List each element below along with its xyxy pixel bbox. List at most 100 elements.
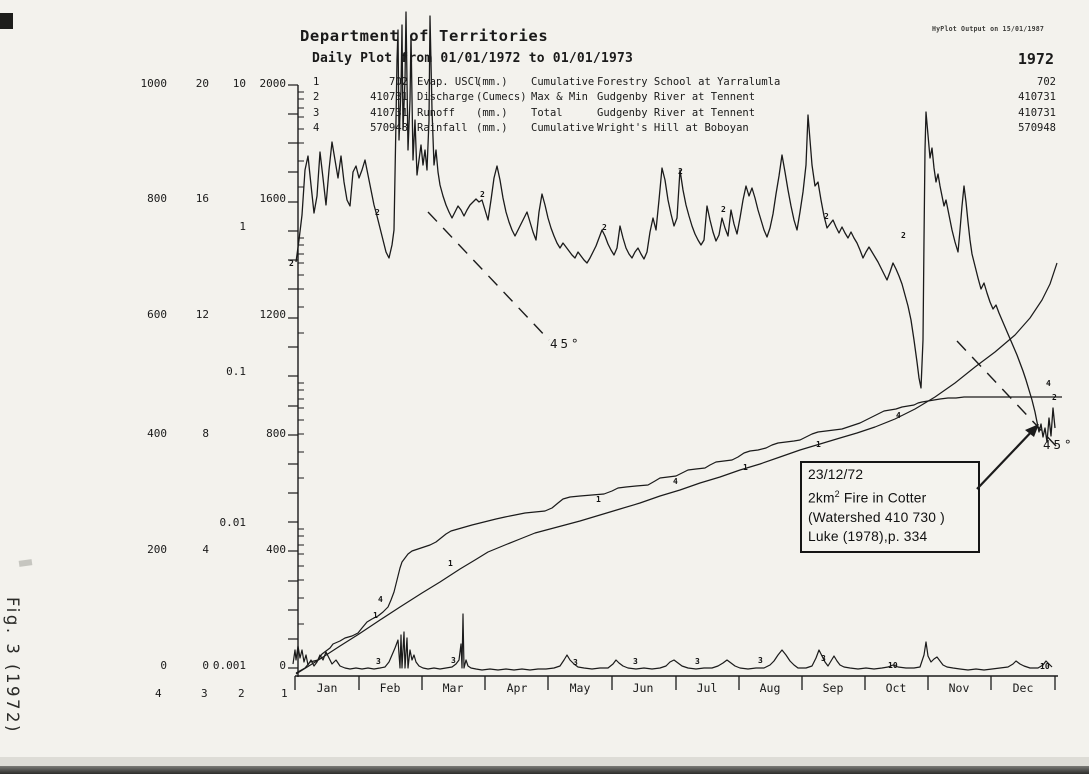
fire-annotation-box: 23/12/72 2km2 Fire in Cotter (Watershed … [800,461,980,553]
month-label-nov: Nov [948,681,970,695]
scan-artifact-smudge [18,559,33,567]
month-label-aug: Aug [759,681,781,695]
y-tick-label-rainfall-mm-scale: 0 [279,659,286,672]
hyplot-output-stamp: HyPlot Output on 15/01/1987 [932,25,1045,33]
month-label-jun: Jun [632,681,654,695]
month-label-may: May [569,681,591,695]
curve-marker-3: 3 [633,657,638,666]
y-tick-label-evap-mm-scale: 400 [147,427,167,440]
curve-marker-2: 2 [375,208,380,217]
scale-index-label: 4 [155,687,162,700]
scale-index-label: 2 [238,687,245,700]
y-tick-label-rainfall-mm-scale: 800 [266,427,286,440]
curve-marker-2: 2 [721,205,726,214]
legend-cell-station: 410731 [370,91,408,104]
curve-marker-2: 2 [602,223,607,232]
curve-marker-2: 2 [901,231,906,240]
y-tick-label-discharge-cumecs-log-scale: 0.01 [219,516,247,529]
series-legend: 1 702 Evap. USCl (mm.) Cumulative Forestry Sc… [300,76,1000,138]
legend-cell-station: 702 [389,76,408,88]
legend-cell-unit: (mm.) [476,106,508,119]
curve-marker-3: 3 [451,656,456,665]
curve-marker-1: 1 [373,611,378,620]
month-label-sep: Sep [822,681,844,695]
month-label-dec: Dec [1012,681,1034,695]
legend-cell-param: Evap. USCl [417,76,481,88]
trace-series-3 [292,613,1053,671]
curve-marker-3: 3 [695,657,700,666]
angle-45-label: 45° [1043,437,1075,452]
fire-annotation-date: 23/12/72 [808,467,864,482]
legend-cell-idx: 4 [313,122,320,135]
month-label-apr: Apr [506,681,528,695]
curve-marker-4: 4 [896,411,901,420]
y-tick-label-runoff-mm-scale: 12 [195,308,209,321]
curve-marker-1: 1 [743,463,748,472]
curve-marker-3: 3 [376,657,381,666]
curve-marker-2: 2 [480,190,485,199]
angle-45-label: 45° [550,336,582,351]
y-tick-label-rainfall-mm-scale: 2000 [259,77,287,90]
legend-station-number: 410731 [1018,91,1056,104]
legend-cell-idx: 1 [313,76,320,88]
y-tick-label-rainfall-mm-scale: 1200 [259,308,287,321]
curve-marker-10: 10 [1040,662,1050,671]
legend-station-number: 702 [1037,76,1056,88]
figure-caption: Fig. 3 (1972) [3,597,22,734]
legend-cell-unit: (mm.) [476,76,508,88]
legend-cell-stat: Cumulative [531,122,595,135]
legend-cell-unit: (mm.) [476,122,508,135]
fire-annotation-watershed: (Watershed 410 730 ) [808,509,945,525]
curve-marker-1: 1 [448,559,453,568]
curve-marker-4: 4 [378,595,383,604]
curve-marker-2: 2 [1052,393,1057,402]
legend-station-number: 570948 [1018,122,1056,135]
legend-row: 1 702 Evap. USCl (mm.) Cumulative Forestry Sc… [300,76,1000,91]
y-tick-label-runoff-mm-scale: 4 [202,543,209,556]
month-label-oct: Oct [885,681,907,695]
legend-cell-station: 410731 [370,106,408,119]
dashed-45-line [427,211,550,341]
y-tick-label-discharge-cumecs-log-scale: 1 [239,220,246,233]
legend-cell-idx: 3 [313,106,320,119]
curve-marker-4: 4 [673,477,678,486]
scan-edge-dark-band [0,766,1089,774]
legend-cell-param: Rainfall [417,122,468,135]
legend-cell-param: Runoff [417,106,455,119]
y-tick-label-rainfall-mm-scale: 400 [266,543,286,556]
legend-cell-site: Gudgenby River at Tennent [597,106,756,119]
legend-row: 2 410731 Discharge (Cumecs) Max & Min Gudgenb… [300,91,1000,106]
curve-marker-10: 10 [888,661,898,670]
legend-station-number: 410731 [1018,106,1056,119]
y-tick-label-discharge-cumecs-log-scale: 0.1 [226,365,246,378]
month-label-jul: Jul [696,681,718,695]
month-label-feb: Feb [379,681,401,695]
legend-cell-site: Gudgenby River at Tennent [597,91,756,104]
curve-marker-3: 3 [573,658,578,667]
curve-marker-2: 2 [678,167,683,176]
scan-artifact-mark [0,13,13,29]
legend-cell-stat: Max & Min [531,91,588,104]
y-tick-label-discharge-cumecs-log-scale: 0.001 [212,659,246,672]
legend-row: 3 410731 Runoff (mm.) Total Gudgenby River at… [300,107,1000,122]
month-label-jan: Jan [316,681,338,695]
scan-edge-light-band [0,757,1089,766]
curve-marker-3: 3 [821,654,826,663]
y-tick-label-runoff-mm-scale: 20 [195,77,209,90]
y-tick-label-discharge-cumecs-log-scale: 10 [232,77,246,90]
y-tick-label-evap-mm-scale: 600 [147,308,167,321]
scale-index-label: 3 [201,687,208,700]
y-tick-label-runoff-mm-scale: 0 [202,659,209,672]
legend-cell-site: Forestry School at Yarralumla [597,76,781,88]
curve-marker-4: 4 [1046,379,1051,388]
legend-row: 4 570948 Rainfall (mm.) Cumulative Wright's H… [300,122,1000,137]
y-tick-label-evap-mm-scale: 1000 [140,77,168,90]
legend-cell-stat: Cumulative [531,76,595,88]
legend-cell-station: 570948 [370,122,408,135]
curve-marker-3: 3 [758,656,763,665]
curve-marker-2: 2 [289,259,294,268]
curve-marker-1: 1 [816,440,821,449]
legend-cell-unit: (Cumecs) [476,91,527,104]
series-legend-station-numbers: 702 410731 410731 570948 [976,76,1056,138]
